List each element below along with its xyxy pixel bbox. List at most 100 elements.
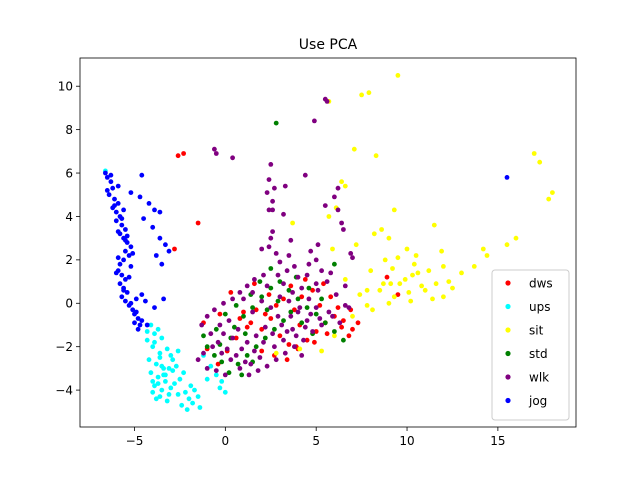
point-jog (137, 194, 143, 200)
y-tick-label: 0 (65, 297, 73, 311)
point-ups (173, 363, 179, 369)
point-wlk (335, 207, 341, 213)
point-sit (480, 246, 486, 252)
point-ups (195, 394, 201, 399)
point-dws (181, 151, 187, 156)
point-sit (353, 242, 359, 248)
point-wlk (210, 344, 216, 350)
legend-marker-dws (505, 280, 511, 286)
x-tick-label: 15 (490, 434, 505, 448)
point-jog (133, 309, 139, 315)
point-std (242, 331, 248, 337)
point-jog (112, 203, 117, 209)
point-wlk (270, 229, 275, 235)
point-std (295, 296, 301, 302)
point-wlk (250, 309, 256, 315)
point-std (204, 344, 210, 350)
point-dws (175, 153, 181, 159)
point-jog (139, 318, 145, 323)
series-wlk (195, 96, 355, 378)
point-sit (297, 346, 303, 352)
point-dws (248, 320, 254, 326)
point-sit (273, 350, 279, 356)
point-wlk (224, 346, 230, 352)
point-wlk (282, 183, 288, 189)
point-wlk (288, 313, 294, 319)
point-wlk (261, 339, 266, 345)
point-wlk (270, 207, 275, 213)
point-jog (126, 274, 132, 280)
point-jog (130, 251, 136, 256)
legend-marker-jog (505, 397, 511, 404)
point-ups (144, 329, 150, 334)
point-dws (310, 287, 315, 293)
point-jog (166, 248, 172, 254)
point-jog (119, 222, 125, 228)
point-wlk (322, 203, 328, 209)
x-tick-label: 0 (222, 434, 230, 448)
point-ups (164, 398, 170, 404)
point-dws (262, 311, 268, 317)
point-jog (123, 227, 128, 232)
point-jog (144, 322, 150, 328)
point-ups (208, 363, 214, 369)
point-wlk (342, 283, 348, 289)
point-wlk (312, 118, 317, 124)
point-dws (266, 292, 272, 297)
point-wlk (213, 368, 219, 373)
point-wlk (281, 211, 286, 217)
point-wlk (288, 237, 294, 243)
point-wlk (257, 355, 263, 360)
series-sit (273, 73, 555, 356)
point-std (222, 311, 228, 317)
point-ups (157, 350, 163, 356)
point-wlk (272, 344, 277, 350)
point-wlk (195, 357, 201, 363)
point-dws (252, 281, 257, 287)
point-wlk (268, 235, 274, 241)
point-wlk (244, 339, 250, 345)
point-ups (190, 400, 196, 406)
series-ups (103, 168, 228, 412)
point-jog (104, 188, 110, 193)
point-ups (175, 392, 181, 397)
point-sit (550, 190, 555, 196)
x-axis: −5 0 5 10 15 (126, 427, 506, 448)
point-std (259, 294, 265, 300)
point-std (332, 329, 337, 334)
point-ups (192, 387, 197, 393)
point-wlk (315, 287, 321, 293)
point-wlk (268, 305, 274, 310)
point-ups (155, 381, 161, 386)
point-std (262, 335, 268, 341)
point-dws (253, 307, 259, 313)
point-ups (168, 353, 174, 358)
point-jog (143, 298, 148, 304)
point-dws (286, 342, 292, 347)
point-std (322, 320, 328, 326)
point-jog (113, 209, 119, 215)
point-sit (441, 294, 446, 300)
point-wlk (230, 335, 236, 341)
point-wlk (286, 298, 292, 304)
point-std (264, 307, 270, 313)
point-wlk (277, 259, 283, 265)
y-tick-label: 10 (58, 80, 73, 94)
point-wlk (221, 331, 226, 337)
legend-label-dws: dws (529, 276, 553, 290)
point-sit (330, 246, 335, 252)
point-wlk (275, 313, 281, 319)
point-wlk (252, 277, 257, 282)
point-wlk (313, 257, 319, 263)
point-jog (124, 290, 130, 295)
point-std (273, 120, 279, 126)
point-sit (326, 214, 332, 219)
point-jog (115, 201, 121, 206)
point-ups (197, 405, 203, 410)
point-std (299, 320, 305, 326)
point-sit (484, 253, 490, 258)
y-tick-label: 2 (65, 253, 73, 267)
point-ups (155, 374, 161, 380)
point-std (319, 296, 324, 302)
point-sit (351, 146, 357, 152)
